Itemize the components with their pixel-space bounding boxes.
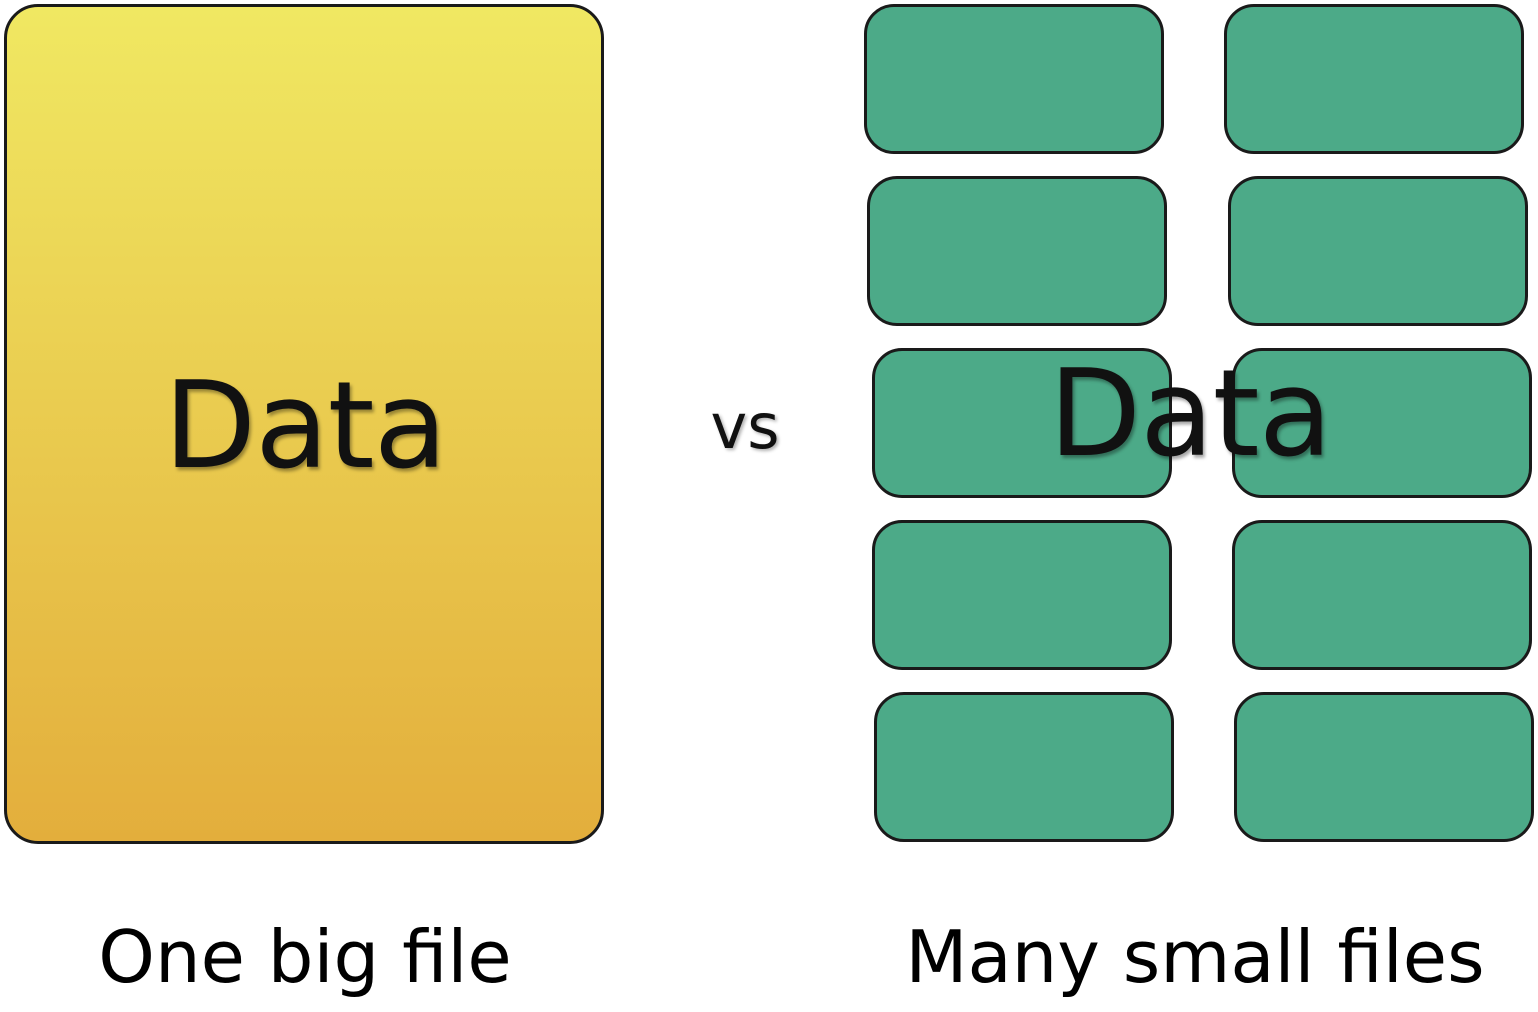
one-big-file-caption: One big file (98, 915, 512, 999)
small-file-block (872, 520, 1172, 670)
small-file-block (1232, 348, 1532, 498)
many-small-files-caption: Many small files (905, 915, 1485, 999)
small-file-block (1224, 4, 1524, 154)
small-file-block (1234, 692, 1534, 842)
one-big-file-block (4, 4, 604, 844)
small-file-block (874, 692, 1174, 842)
small-file-block (867, 176, 1167, 326)
small-file-block (1228, 176, 1528, 326)
vs-label: vs (710, 390, 780, 463)
big-file-data-label: Data (163, 357, 448, 496)
small-file-block (1232, 520, 1532, 670)
small-files-data-label: Data (1048, 345, 1333, 484)
small-file-block (872, 348, 1172, 498)
small-file-block (864, 4, 1164, 154)
